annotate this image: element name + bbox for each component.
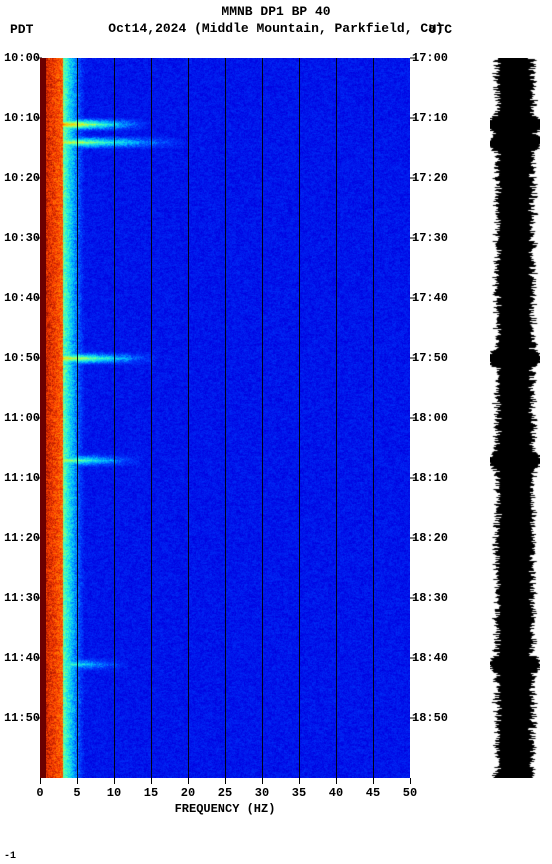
ytick-left: 10:20: [0, 171, 40, 185]
spectrogram-plot: [40, 58, 410, 778]
xtick-mark: [188, 778, 189, 784]
xtick-label: 15: [144, 786, 158, 800]
gridline: [336, 58, 337, 778]
xtick-label: 20: [181, 786, 195, 800]
ytick-mark: [410, 58, 416, 59]
y-axis-left: 10:0010:1010:2010:3010:4010:5011:0011:10…: [0, 58, 40, 778]
ytick-left: 11:20: [0, 531, 40, 545]
xtick-label: 30: [255, 786, 269, 800]
waveform-canvas: [490, 58, 540, 778]
ytick-mark: [410, 538, 416, 539]
waveform-panel: [490, 58, 540, 778]
xtick-label: 5: [73, 786, 80, 800]
xtick-label: 25: [218, 786, 232, 800]
tz-label-left: PDT: [10, 22, 33, 37]
ytick-right: 18:10: [412, 471, 462, 485]
ytick-right: 17:10: [412, 111, 462, 125]
ytick-right: 17:50: [412, 351, 462, 365]
header: MMNB DP1 BP 40 Oct14,2024 (Middle Mounta…: [0, 0, 552, 38]
xtick-mark: [373, 778, 374, 784]
ytick-mark: [410, 178, 416, 179]
xtick-label: 10: [107, 786, 121, 800]
ytick-left: 10:00: [0, 51, 40, 65]
ytick-left: 11:50: [0, 711, 40, 725]
ytick-mark: [410, 118, 416, 119]
x-axis-label: FREQUENCY (HZ): [175, 802, 276, 816]
gridline: [151, 58, 152, 778]
ytick-mark: [410, 358, 416, 359]
title-line-1: MMNB DP1 BP 40: [0, 4, 552, 21]
xtick-label: 45: [366, 786, 380, 800]
xtick-mark: [299, 778, 300, 784]
ytick-right: 17:40: [412, 291, 462, 305]
ytick-left: 11:10: [0, 471, 40, 485]
xtick-mark: [114, 778, 115, 784]
gridline: [77, 58, 78, 778]
xtick-mark: [336, 778, 337, 784]
ytick-mark: [410, 718, 416, 719]
gridline: [299, 58, 300, 778]
y-axis-right: 17:0017:1017:2017:3017:4017:5018:0018:10…: [412, 58, 462, 778]
xtick-mark: [77, 778, 78, 784]
xtick-mark: [40, 778, 41, 784]
x-axis: FREQUENCY (HZ) 05101520253035404550: [40, 778, 410, 818]
footer-mark: -1: [4, 851, 16, 862]
ytick-left: 11:00: [0, 411, 40, 425]
ytick-mark: [410, 598, 416, 599]
xtick-mark: [225, 778, 226, 784]
ytick-right: 17:00: [412, 51, 462, 65]
xtick-label: 35: [292, 786, 306, 800]
gridline: [188, 58, 189, 778]
ytick-left: 10:10: [0, 111, 40, 125]
ytick-right: 17:30: [412, 231, 462, 245]
xtick-mark: [262, 778, 263, 784]
ytick-right: 18:30: [412, 591, 462, 605]
ytick-mark: [410, 658, 416, 659]
ytick-mark: [410, 238, 416, 239]
xtick-label: 40: [329, 786, 343, 800]
ytick-left: 10:30: [0, 231, 40, 245]
xtick-label: 0: [36, 786, 43, 800]
title-line-2: Oct14,2024 (Middle Mountain, Parkfield, …: [0, 21, 552, 38]
ytick-mark: [410, 478, 416, 479]
ytick-right: 18:20: [412, 531, 462, 545]
ytick-right: 18:40: [412, 651, 462, 665]
ytick-left: 11:30: [0, 591, 40, 605]
ytick-left: 10:50: [0, 351, 40, 365]
ytick-left: 10:40: [0, 291, 40, 305]
gridline: [114, 58, 115, 778]
ytick-right: 18:50: [412, 711, 462, 725]
ytick-left: 11:40: [0, 651, 40, 665]
ytick-mark: [410, 418, 416, 419]
ytick-mark: [410, 298, 416, 299]
ytick-right: 18:00: [412, 411, 462, 425]
gridline: [262, 58, 263, 778]
tz-label-right: UTC: [429, 22, 452, 37]
left-border-stripe: [40, 58, 46, 778]
xtick-mark: [151, 778, 152, 784]
xtick-label: 50: [403, 786, 417, 800]
ytick-right: 17:20: [412, 171, 462, 185]
gridline: [373, 58, 374, 778]
gridline: [225, 58, 226, 778]
xtick-mark: [410, 778, 411, 784]
